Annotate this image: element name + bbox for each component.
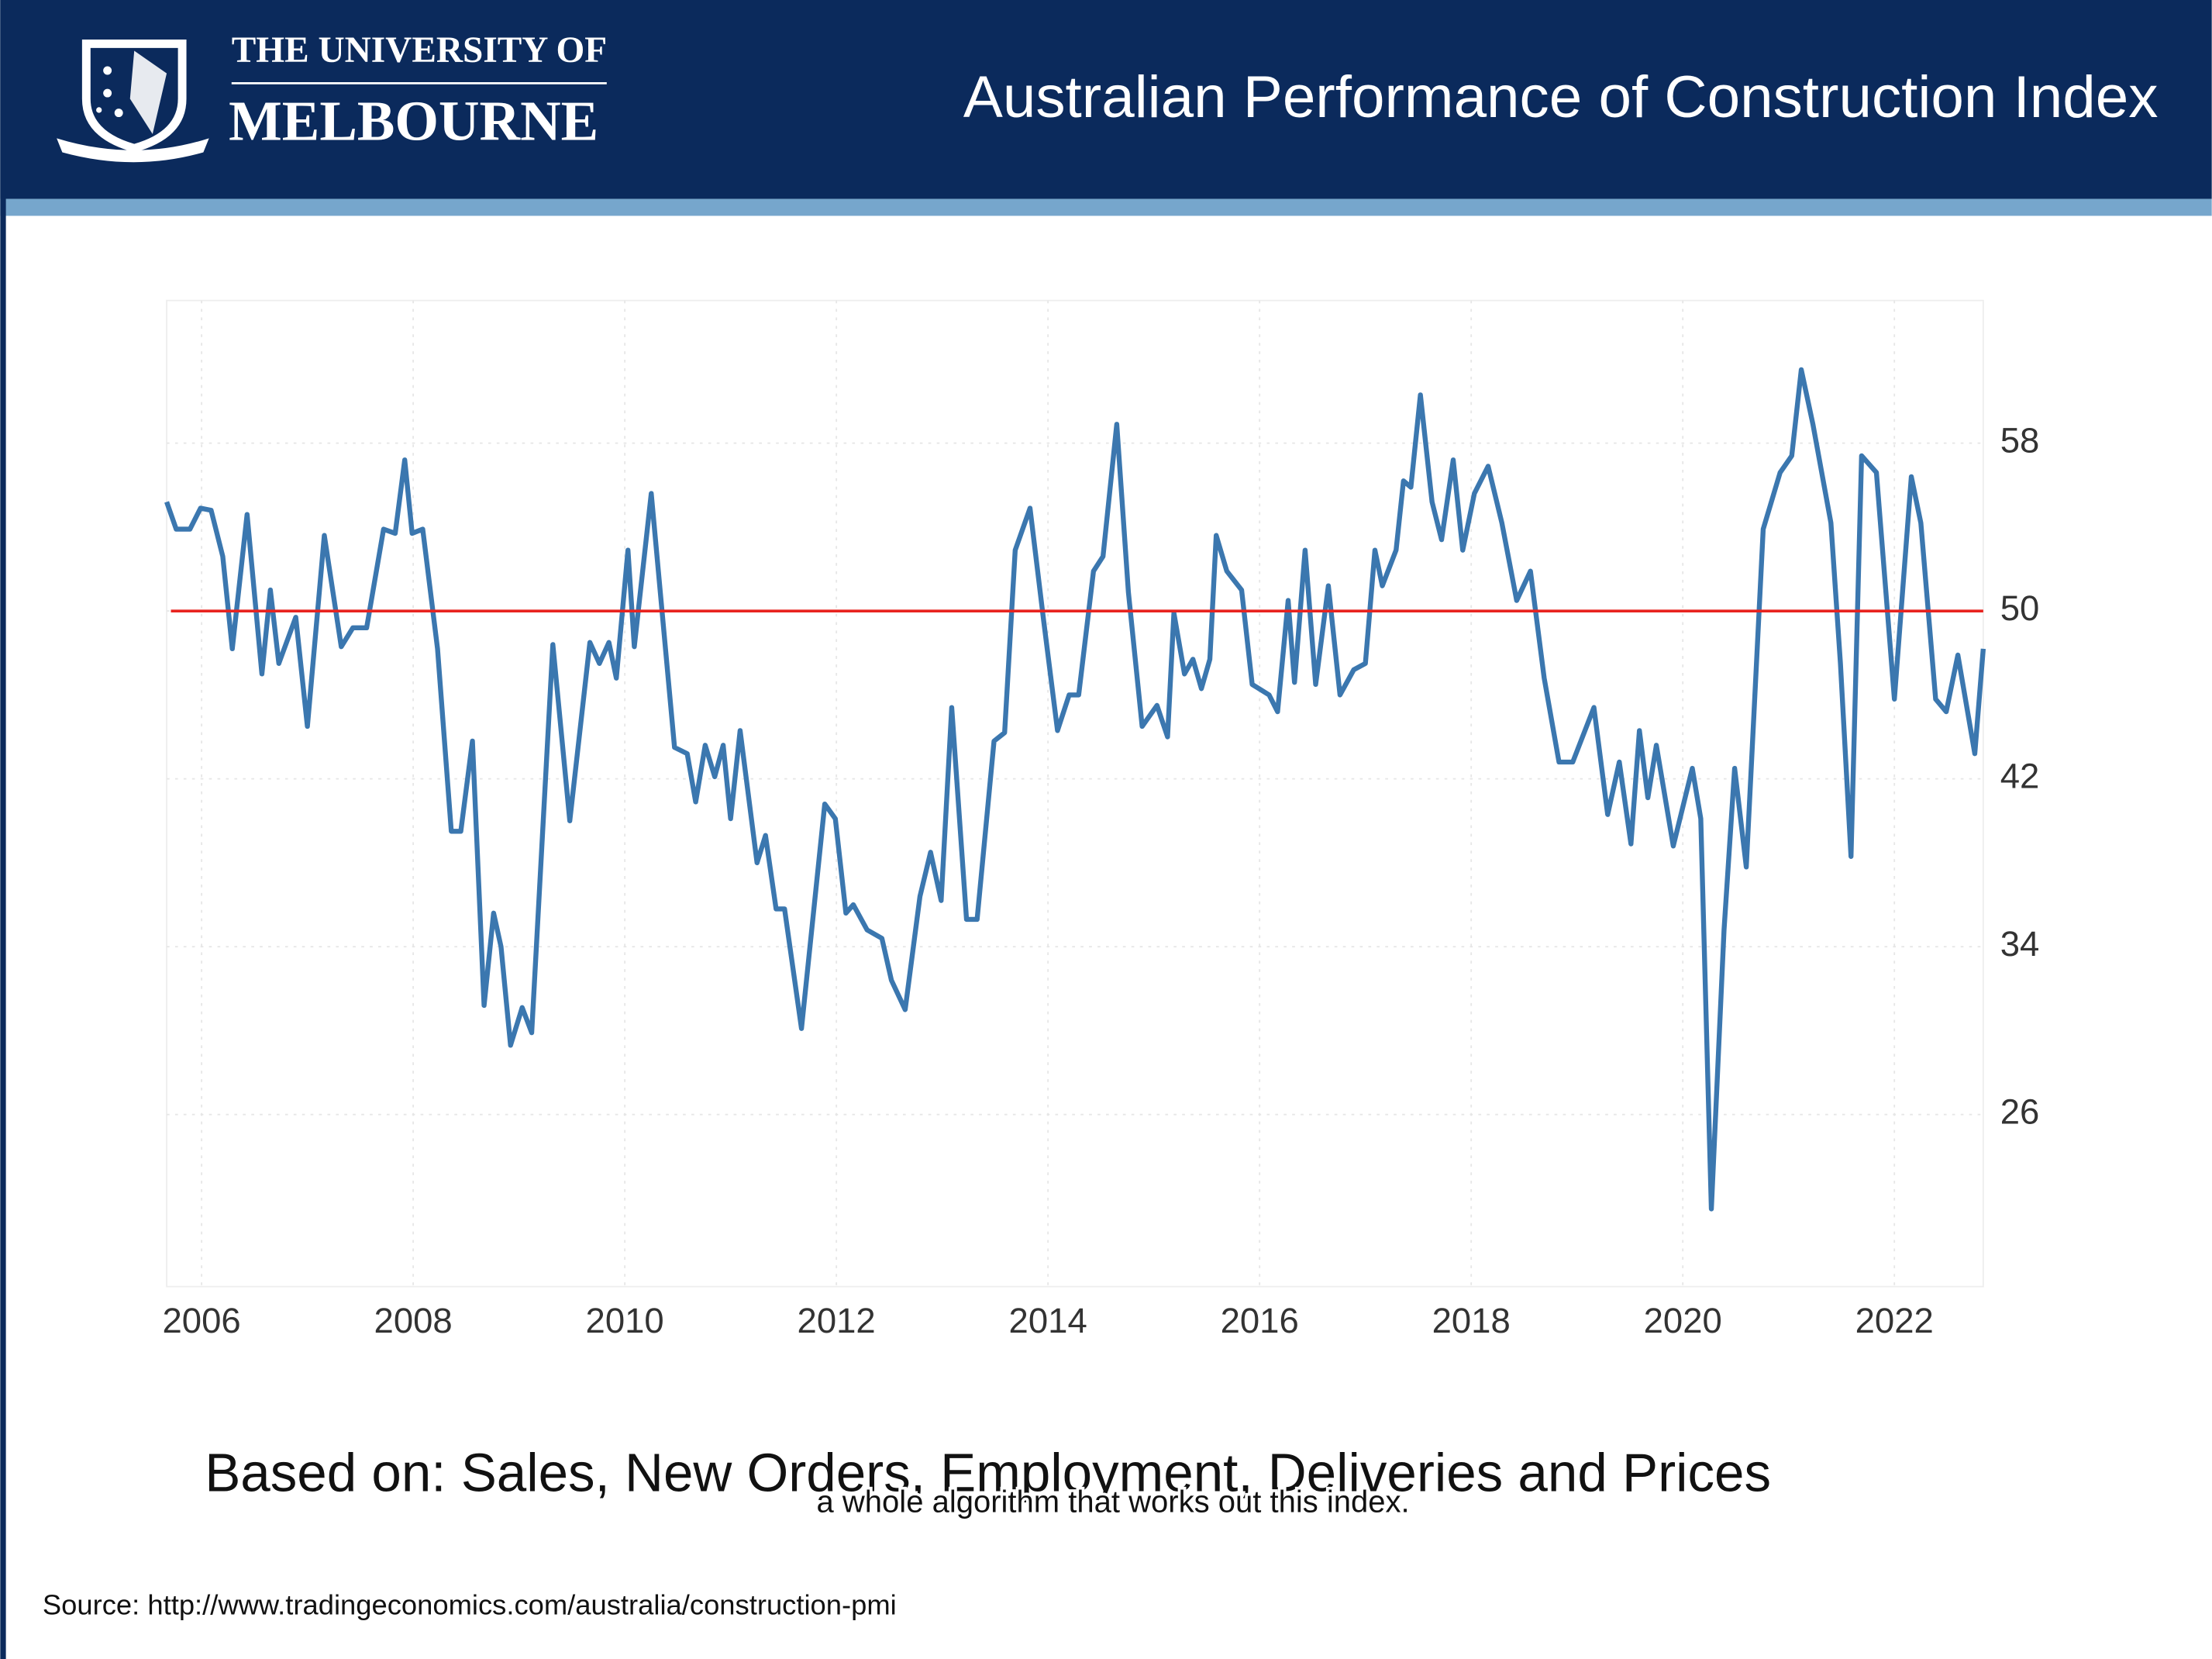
logo-text: THE UNIVERSITY OF	[232, 30, 607, 71]
x-tick-label: 2016	[1221, 1301, 1299, 1340]
y-tick-label: 50	[2000, 588, 2040, 628]
x-tick-label: 2014	[1009, 1301, 1087, 1340]
y-tick-label: 42	[2000, 757, 2040, 796]
x-tick-label: 2012	[798, 1301, 876, 1340]
x-tick-label: 2022	[1855, 1301, 1934, 1340]
y-tick-label: 26	[2000, 1092, 2040, 1132]
source: Source: http://www.tradingeconomics.com/…	[43, 1588, 897, 1620]
left-border	[0, 0, 6, 1659]
caption: Based on: Sales, New Orders, Employment,…	[205, 1443, 1771, 1503]
x-tick-label: 2006	[163, 1301, 241, 1340]
header-stripe	[0, 198, 2212, 216]
data-line	[164, 367, 1986, 1212]
slide-title: Australian Performance of Construction I…	[963, 64, 2159, 130]
x-tick-label: 2020	[1644, 1301, 1722, 1340]
x-tick-label: 2008	[374, 1301, 453, 1340]
header-bar	[0, 0, 2212, 199]
plot-frame	[166, 299, 1984, 1288]
logo-text: MELBOURNE	[229, 89, 598, 152]
subtitle-overlay: a whole algorithm that works out this in…	[817, 1485, 1410, 1519]
y-tick-label: 58	[2000, 421, 2040, 460]
x-tick-label: 2018	[1432, 1301, 1511, 1340]
x-tick-label: 2010	[586, 1301, 664, 1340]
y-tick-label: 34	[2000, 924, 2040, 964]
logo-crest	[57, 39, 209, 163]
